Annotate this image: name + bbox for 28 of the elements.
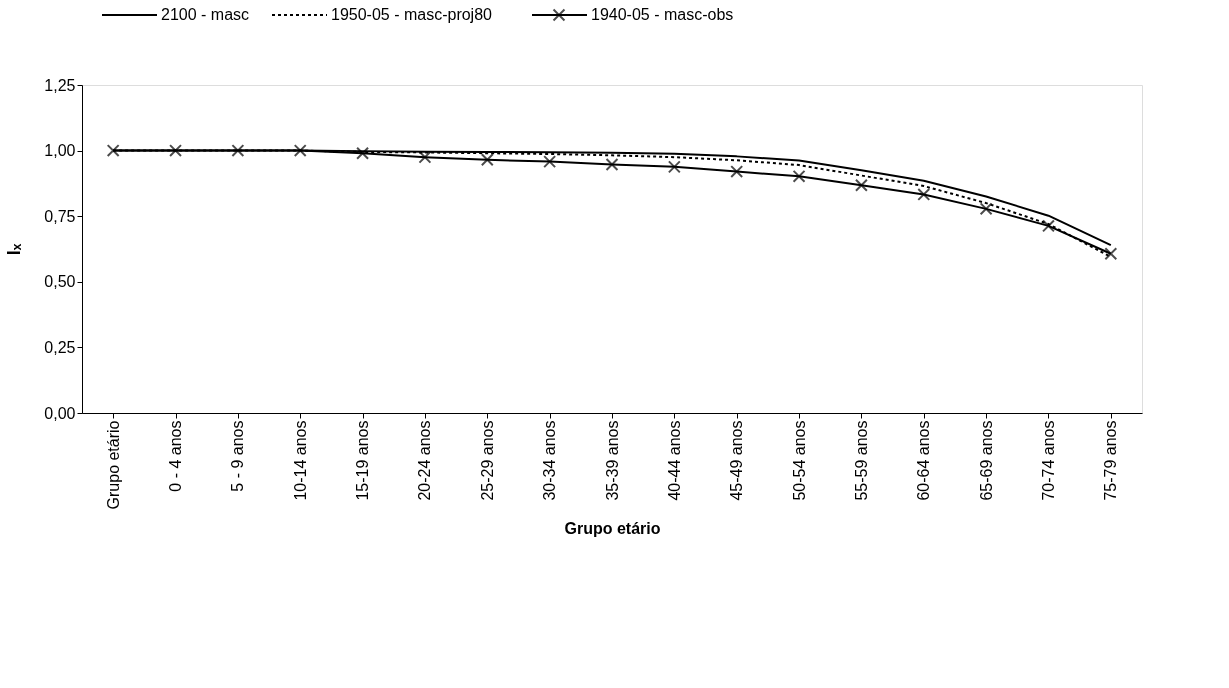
- x-tick-label: Grupo etário: [104, 420, 122, 510]
- legend-label: 1950-05 - masc-proj80: [331, 6, 493, 23]
- x-tick-label: 5 - 9 anos: [229, 420, 247, 492]
- y-tick-label: 1,00: [44, 142, 76, 160]
- y-tick-label: 0,50: [44, 273, 76, 291]
- x-tick-label: 20-24 anos: [416, 420, 434, 501]
- x-tick-label: 70-74 anos: [1039, 420, 1057, 501]
- y-tick-label: 0,25: [44, 338, 76, 356]
- y-tick-label: 0,00: [44, 404, 76, 422]
- y-tick-label: 1,25: [44, 76, 76, 94]
- x-tick-label: 45-49 anos: [728, 420, 746, 501]
- x-tick-label: 10-14 anos: [291, 420, 309, 501]
- x-tick-label: 40-44 anos: [665, 420, 683, 501]
- legend-label: 2100 - masc: [161, 6, 250, 23]
- x-tick-label: 15-19 anos: [354, 420, 372, 501]
- x-tick-label: 30-34 anos: [541, 420, 559, 501]
- x-tick-label: 60-64 anos: [915, 420, 933, 501]
- x-tick-label: 55-59 anos: [852, 420, 870, 501]
- x-tick-label: 50-54 anos: [790, 420, 808, 501]
- y-axis-title: lₓ: [4, 243, 25, 256]
- x-tick-label: 0 - 4 anos: [167, 420, 185, 492]
- x-tick-label: 25-29 anos: [478, 420, 496, 501]
- y-tick-label: 0,75: [44, 207, 76, 225]
- x-tick-label: 65-69 anos: [977, 420, 995, 501]
- x-tick-label: 35-39 anos: [603, 420, 621, 501]
- x-axis-title: Grupo etário: [564, 520, 661, 538]
- legend-label: 1940-05 - masc-obs: [591, 6, 734, 23]
- x-tick-label: 75-79 anos: [1102, 420, 1120, 501]
